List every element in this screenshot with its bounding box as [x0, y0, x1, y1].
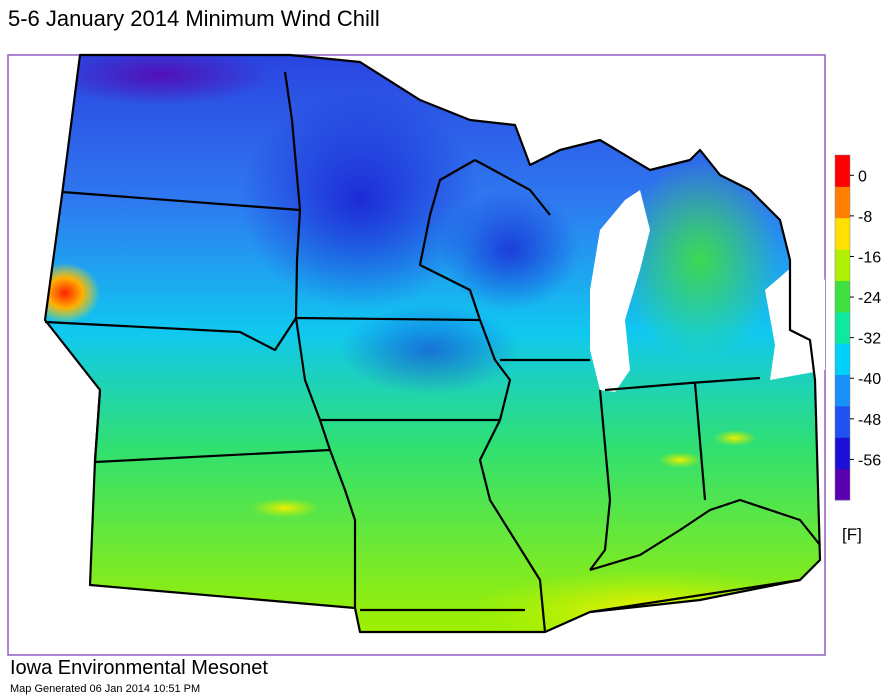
colorbar-segment: [835, 249, 850, 281]
colorbar-segment: [835, 280, 850, 313]
colorbar: 0 -8 -16 -24 -32 -40 -48 -56 [F]: [834, 154, 881, 544]
colorbar-tick-label: -32: [858, 331, 881, 348]
footer-generated: Map Generated 06 Jan 2014 10:51 PM: [10, 683, 200, 695]
colorbar-segment: [835, 437, 850, 470]
colorbar-tick-label: -48: [858, 412, 881, 429]
colorbar-segment: [835, 405, 850, 438]
colorbar-tick-label: 0: [858, 168, 867, 185]
colorbar-segment: [835, 155, 850, 187]
colorbar-segment: [835, 374, 850, 407]
colorbar-tick-label: -8: [858, 209, 872, 226]
colorbar-tick-label: -24: [858, 290, 881, 307]
wind-chill-field: [45, 55, 820, 632]
colorbar-tick-label: -40: [858, 371, 881, 388]
colorbar-segment: [835, 311, 850, 344]
colorbar-tick-label: -56: [858, 452, 881, 469]
colorbar-segment: [835, 186, 850, 219]
footer-name: Iowa Environmental Mesonet: [10, 657, 268, 679]
colorbar-outline: [834, 154, 851, 501]
lakes: [590, 190, 825, 392]
map-title: 5-6 January 2014 Minimum Wind Chill: [8, 6, 380, 31]
state-borders: [43, 53, 822, 634]
colorbar-unit: [F]: [842, 525, 862, 544]
colorbar-segment: [835, 217, 850, 250]
colorbar-segment: [835, 343, 850, 376]
colorbar-segment: [835, 468, 850, 501]
colorbar-tick-label: -16: [858, 249, 881, 266]
